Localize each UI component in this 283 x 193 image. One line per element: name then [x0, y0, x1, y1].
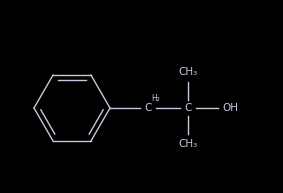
Text: H₂: H₂ — [151, 94, 160, 103]
Text: C: C — [144, 103, 152, 113]
Text: CH₃: CH₃ — [178, 67, 198, 77]
Text: C: C — [184, 103, 192, 113]
Text: OH: OH — [222, 103, 238, 113]
Text: CH₃: CH₃ — [178, 139, 198, 149]
